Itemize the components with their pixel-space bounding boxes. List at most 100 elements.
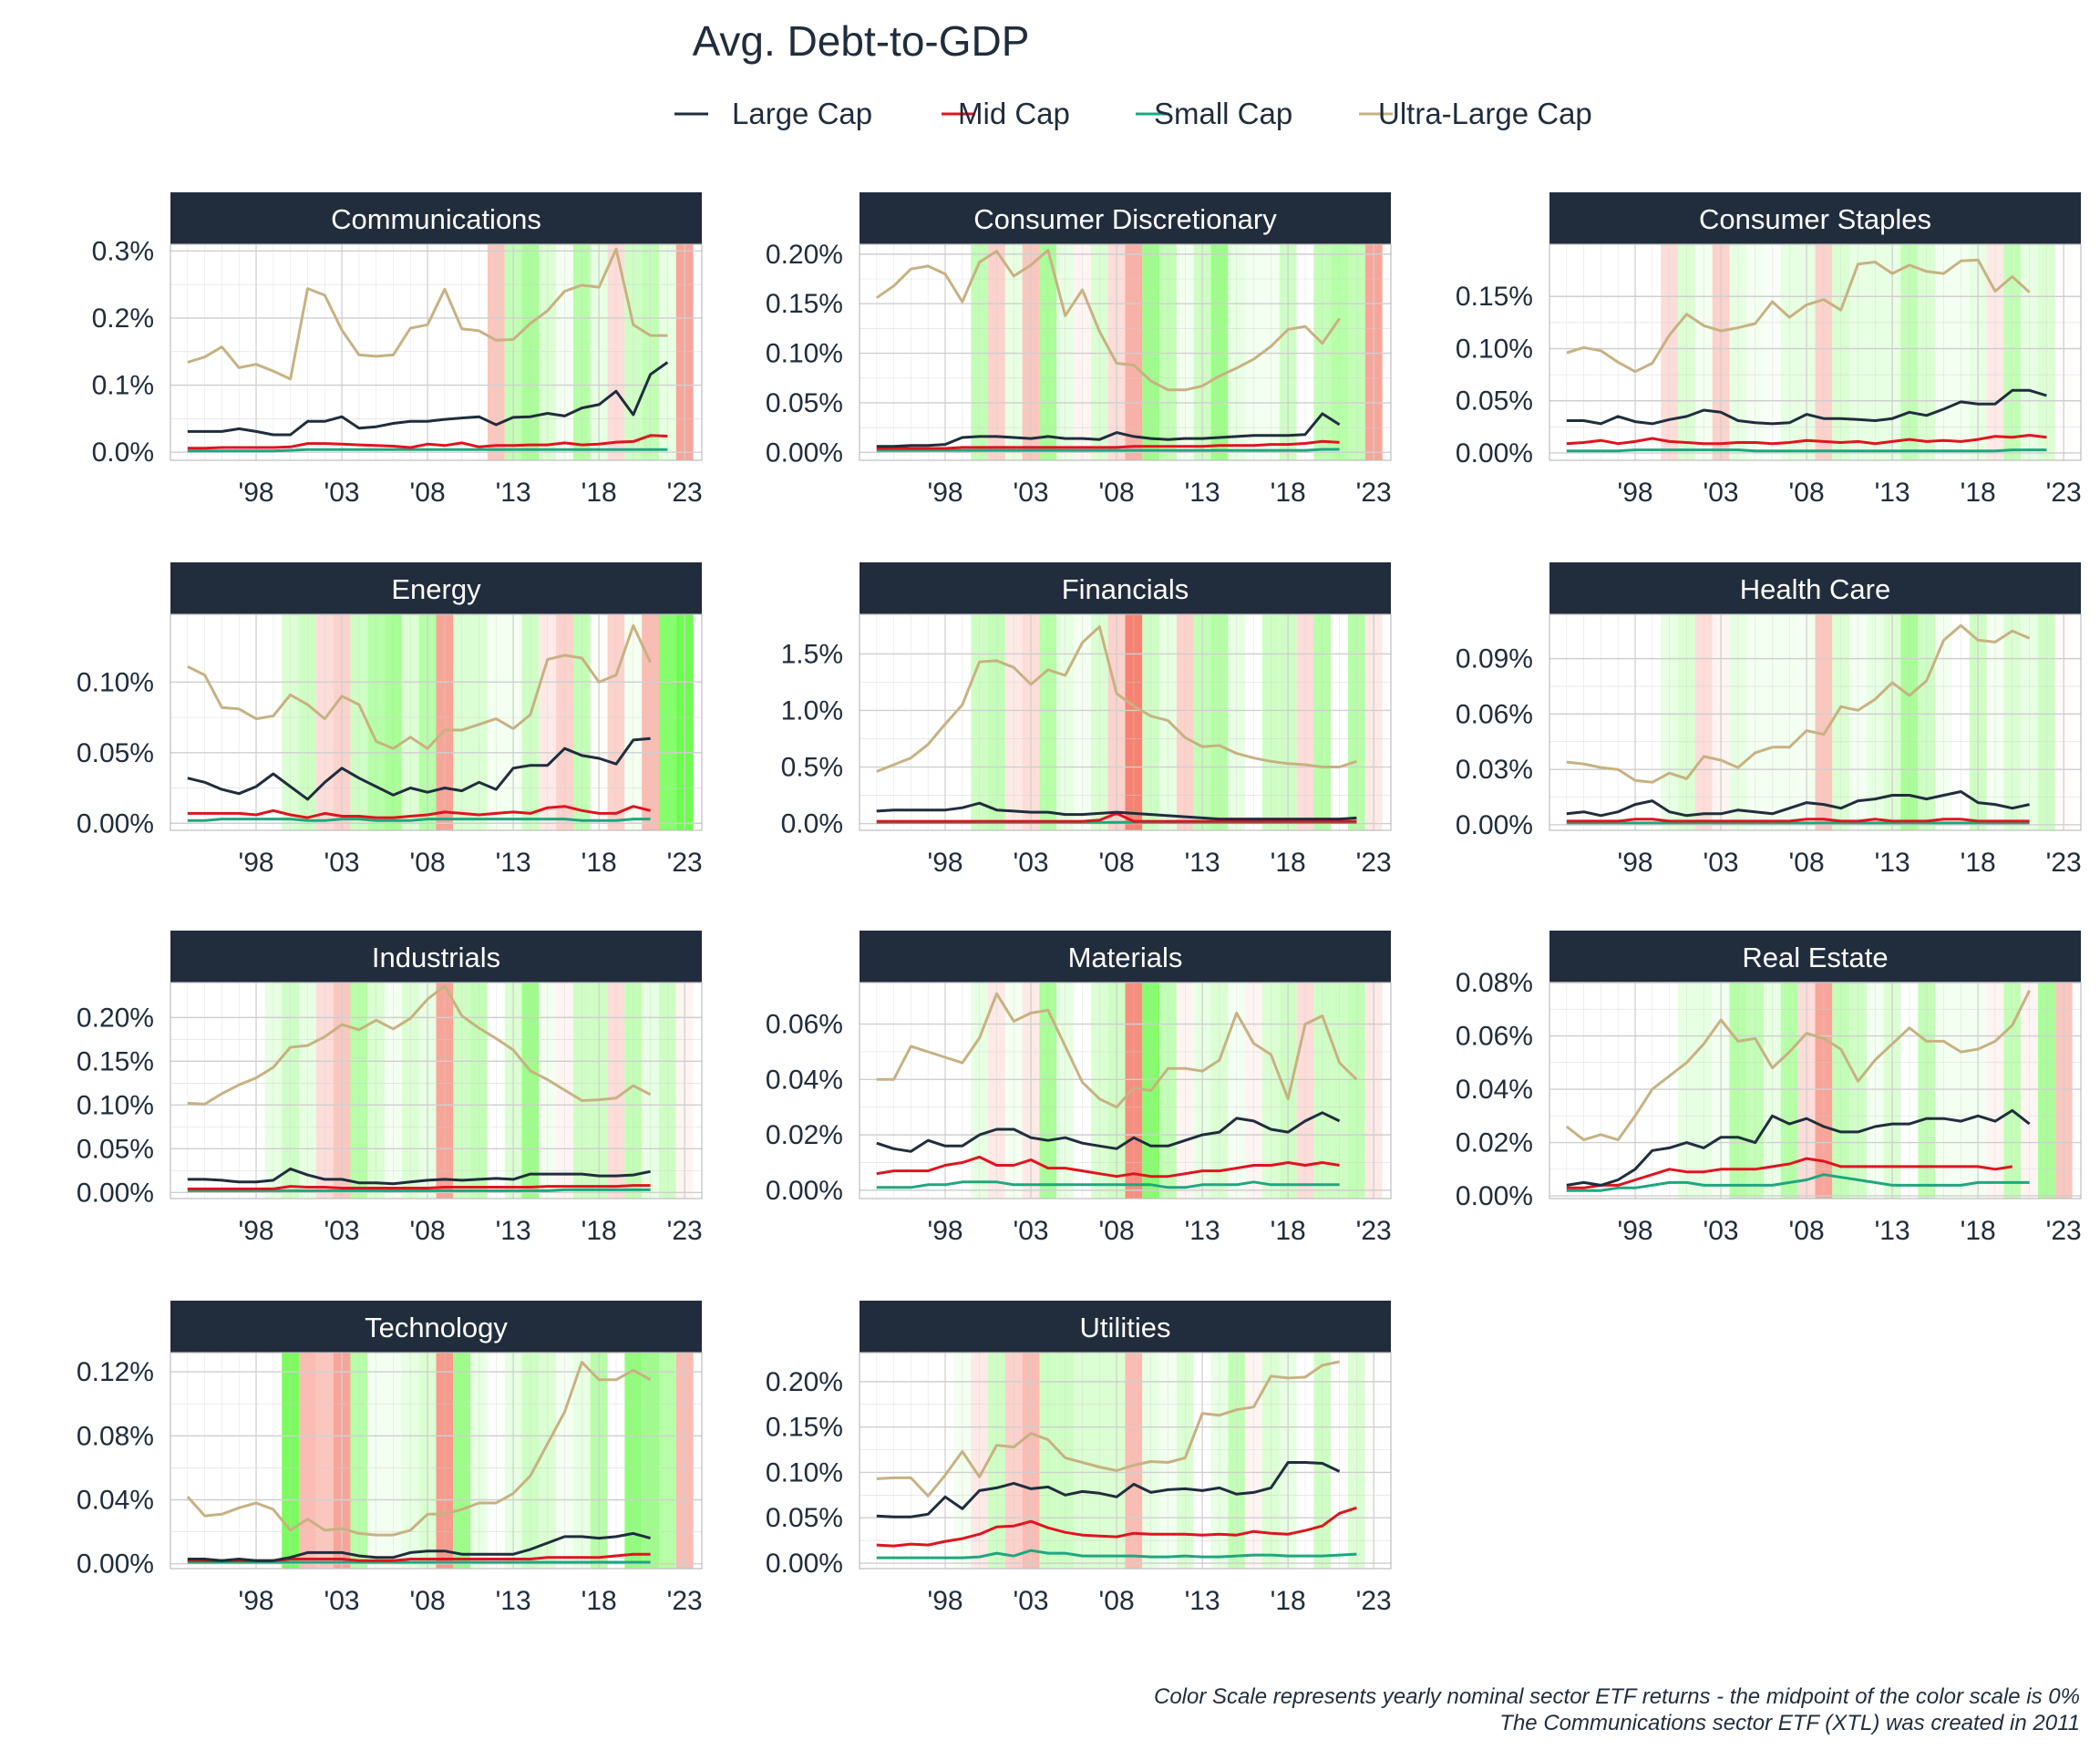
gridlines <box>170 983 703 1199</box>
x-tick-label: '98 <box>238 848 273 878</box>
x-tick-label: '08 <box>1099 1216 1135 1246</box>
y-tick-label: 0.20% <box>766 240 843 270</box>
series-lines <box>876 1360 1357 1560</box>
x-tick-label: '23 <box>2046 1216 2082 1246</box>
x-tick-label: '13 <box>496 1216 531 1246</box>
y-tick-label: 1.5% <box>781 639 843 669</box>
x-tick-label: '08 <box>1789 848 1825 878</box>
x-tick-label: '98 <box>238 478 273 508</box>
y-tick-label: 0.00% <box>766 1549 843 1579</box>
x-tick-label: '13 <box>1875 478 1910 508</box>
return-bands <box>971 983 1383 1199</box>
x-tick-label: '98 <box>1617 478 1652 508</box>
legend-label-mid-cap: Mid Cap <box>958 97 1070 130</box>
panel-consumer-staples: Consumer Staples 0.00% 0.05% 0.10% 0.15% '98 '… <box>1456 192 2082 508</box>
captions: Color Scale represents yearly nominal se… <box>1154 1684 2080 1735</box>
x-tick-label: '13 <box>496 1586 531 1616</box>
panel-strip <box>860 192 1391 244</box>
series-line-small-cap <box>1566 448 2047 453</box>
panel-strip <box>1549 192 2081 244</box>
series-lines <box>186 1361 652 1564</box>
panel-title: Utilities <box>1080 1312 1171 1343</box>
x-tick-label: '08 <box>410 1216 446 1246</box>
gridlines <box>170 614 703 830</box>
series-line-mid-cap <box>1566 434 2047 446</box>
y-tick-label: 0.04% <box>1456 1075 1533 1105</box>
x-tick-label: '03 <box>1704 1216 1739 1246</box>
panel-border <box>170 243 703 461</box>
series-line-large-cap <box>187 1167 651 1186</box>
return-bands <box>282 1353 694 1569</box>
panel-health-care: Health Care 0.00% 0.03% 0.06% 0.09% '98 '03 '08… <box>1456 562 2082 878</box>
x-tick-label: '03 <box>324 1586 360 1616</box>
y-tick-label: 0.10% <box>77 1090 154 1120</box>
return-bands <box>487 244 694 460</box>
y-tick-label: 0.00% <box>1456 1181 1533 1211</box>
legend-label-small-cap: Small Cap <box>1154 97 1292 130</box>
panel-border <box>1549 613 2082 831</box>
panel-border <box>1549 243 2082 461</box>
x-tick-label: '08 <box>1099 478 1135 508</box>
y-tick-label: 0.00% <box>77 1549 154 1580</box>
series-lines <box>876 625 1357 824</box>
panel-border <box>859 243 1392 461</box>
x-tick-label: '98 <box>927 1216 962 1246</box>
x-tick-label: '98 <box>927 1586 962 1616</box>
panel-consumer-discretionary: Consumer Discretionary 0.00% 0.05% 0.10% 0.1… <box>766 192 1392 508</box>
panel-strip <box>1549 562 2081 614</box>
x-tick-label: '08 <box>410 478 446 508</box>
series-line-small-cap <box>876 448 1340 452</box>
series-line-large-cap <box>187 361 669 437</box>
x-tick-label: '18 <box>582 848 617 878</box>
gridlines <box>859 983 1392 1199</box>
x-tick-label: '18 <box>1271 1216 1306 1246</box>
series-lines <box>875 249 1341 452</box>
y-tick-label: 0.3% <box>92 236 154 266</box>
y-tick-label: 0.08% <box>77 1421 154 1451</box>
y-tick-label: 0.08% <box>1456 968 1533 998</box>
y-tick-label: 0.06% <box>1456 1022 1533 1052</box>
panel-technology: Technology 0.00% 0.04% 0.08% 0.12% '98 '03 '08 '… <box>77 1301 703 1616</box>
y-tick-label: 0.15% <box>1456 282 1533 312</box>
series-line-ultra-large-cap <box>1566 258 2031 374</box>
x-tick-label: '13 <box>1875 1216 1910 1246</box>
x-tick-label: '98 <box>1617 848 1652 878</box>
series-line-mid-cap <box>187 1184 651 1190</box>
legend-label-large-cap: Large Cap <box>732 97 872 130</box>
y-tick-label: 0.04% <box>766 1065 843 1095</box>
x-tick-label: '23 <box>2046 848 2082 878</box>
x-tick-label: '23 <box>667 478 703 508</box>
y-tick-label: 0.10% <box>766 339 843 369</box>
series-line-large-cap <box>1566 388 2047 426</box>
return-bands <box>1661 614 2073 830</box>
panel-strip <box>170 1301 702 1353</box>
panel-strip <box>860 1301 1391 1353</box>
y-tick-label: 0.02% <box>1456 1128 1533 1158</box>
series-line-ultra-large-cap <box>875 249 1341 392</box>
series-line-mid-cap <box>876 1155 1340 1179</box>
chart-title: Avg. Debt-to-GDP <box>692 17 1030 65</box>
y-tick-label: 0.06% <box>1456 699 1533 729</box>
x-tick-label: '23 <box>667 848 703 878</box>
x-tick-label: '03 <box>1704 848 1739 878</box>
y-tick-label: 0.05% <box>77 738 154 768</box>
panel-title: Health Care <box>1740 573 1890 605</box>
panel-strip <box>170 192 702 244</box>
y-tick-label: 0.05% <box>77 1134 154 1164</box>
series-line-large-cap <box>187 1531 651 1562</box>
series-line-mid-cap <box>187 805 651 819</box>
y-tick-label: 0.00% <box>1456 810 1533 840</box>
panel-border <box>170 1352 703 1570</box>
return-bands <box>1661 244 2073 460</box>
x-tick-label: '18 <box>1961 848 1996 878</box>
panel-strip <box>170 931 702 983</box>
x-tick-label: '98 <box>927 848 962 878</box>
y-tick-label: 0.00% <box>766 1176 843 1206</box>
panel-strip <box>1549 931 2081 983</box>
y-tick-label: 0.10% <box>1456 334 1533 364</box>
series-lines <box>1565 990 2031 1192</box>
panel-border <box>859 613 1392 831</box>
series-line-ultra-large-cap <box>876 625 1357 773</box>
x-tick-label: '13 <box>1185 478 1220 508</box>
y-tick-label: 0.0% <box>781 809 843 839</box>
